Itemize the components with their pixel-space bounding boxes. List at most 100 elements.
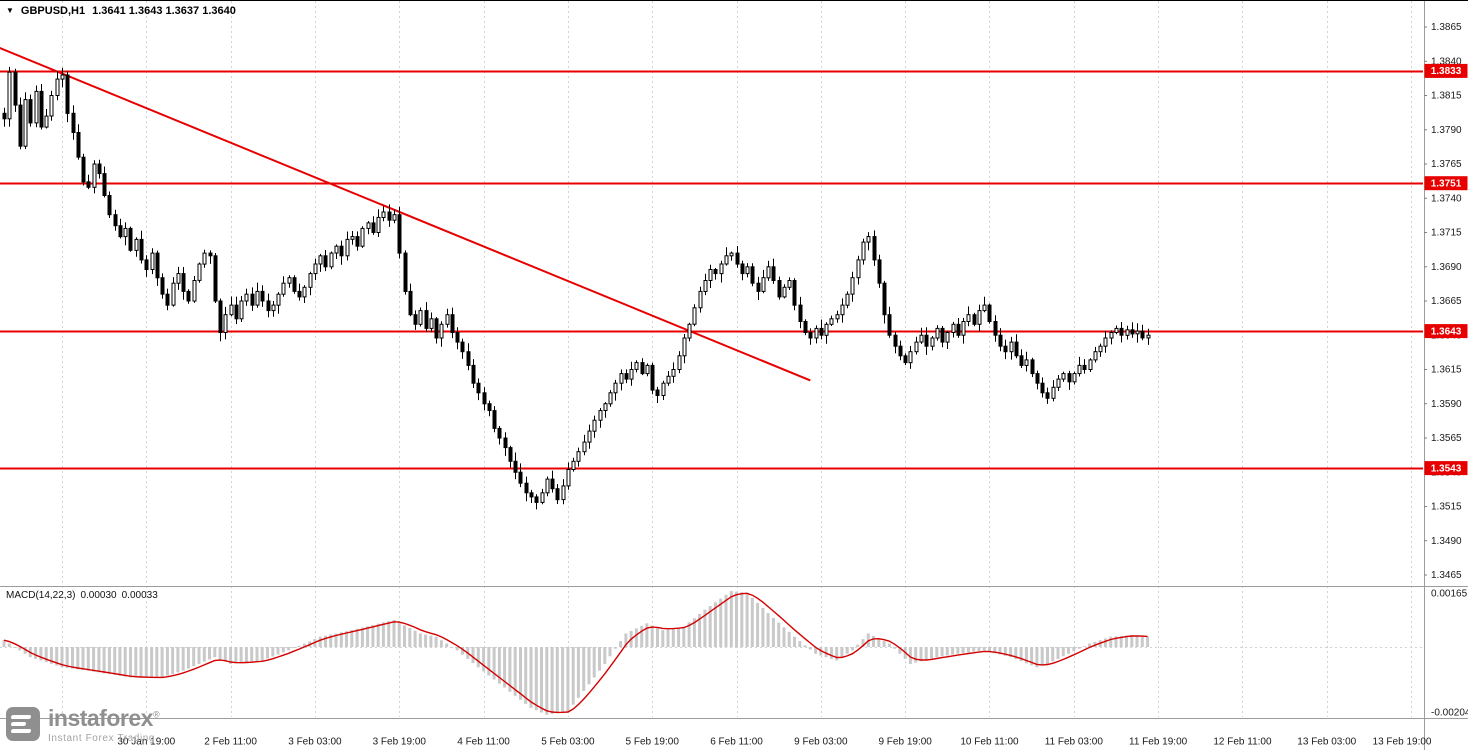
candle-body — [1045, 392, 1050, 399]
candle-body — [824, 323, 829, 336]
candle-body — [292, 277, 297, 292]
candle-body — [935, 327, 940, 339]
macd-bar — [271, 647, 275, 657]
macd-bar — [202, 647, 206, 662]
macd-name: MACD(14,22,3) — [6, 590, 76, 601]
macd-bar — [7, 643, 11, 647]
macd-bar — [18, 647, 22, 651]
candle-body — [181, 273, 186, 292]
candle-body — [513, 460, 518, 473]
time-axis[interactable]: 30 Jan 19:00 2 Feb 11:00 3 Feb 03:00 3 Feb … — [117, 737, 1432, 748]
macd-bar — [692, 618, 696, 647]
candle-body — [713, 269, 718, 275]
macd-bar — [745, 592, 749, 647]
candle-body — [55, 78, 60, 96]
macd-bar — [371, 625, 375, 647]
macd-bar — [329, 634, 333, 647]
macd-bar — [118, 647, 122, 676]
candle-body — [334, 245, 339, 254]
macd-bar — [223, 647, 227, 662]
time-tick-label: 9 Feb 19:00 — [878, 737, 932, 748]
macd-bar — [508, 647, 512, 692]
macd-bar — [566, 647, 570, 712]
candle-body — [698, 290, 703, 309]
instaforex-watermark-text: instaforex® Instant Forex Trading — [48, 707, 160, 745]
candle-body — [123, 227, 128, 238]
macd-bar — [334, 633, 338, 647]
macd-bar — [381, 622, 385, 647]
macd-bar — [787, 632, 791, 647]
price-tick-label: 1.3615 — [1431, 365, 1462, 376]
candle-body — [287, 277, 292, 284]
candle-body — [208, 252, 213, 257]
candle-body — [940, 327, 945, 343]
macd-bar — [861, 639, 865, 647]
candle-body — [403, 252, 408, 293]
macd-bar — [482, 647, 486, 672]
macd-bar — [1009, 647, 1013, 658]
macd-bar — [49, 647, 53, 664]
macd-bar — [956, 647, 960, 654]
descending-trendline[interactable] — [0, 47, 811, 382]
candle-body — [150, 252, 155, 271]
time-tick-label: 3 Feb 19:00 — [373, 737, 427, 748]
macd-bar — [1046, 647, 1049, 664]
time-tick-label: 12 Feb 11:00 — [1213, 737, 1272, 748]
chart-dropdown-icon[interactable]: ▼ — [6, 6, 14, 15]
candle-body — [566, 469, 571, 487]
macd-main-value: 0.00030 — [80, 590, 117, 601]
price-axis[interactable]: 1.3865 1.3840 1.3815 1.3790 1.3765 1.3740 1.37… — [1424, 22, 1468, 719]
support-resistance-lines[interactable] — [0, 70, 1423, 470]
macd-bar — [919, 647, 923, 662]
macd-bar — [1077, 647, 1081, 649]
macd-bar — [34, 647, 38, 659]
candle-body — [735, 252, 740, 265]
macd-bar — [656, 627, 659, 647]
candle-body — [951, 323, 956, 333]
macd-bar — [1103, 638, 1107, 647]
candle-body — [687, 323, 692, 339]
candle-body — [893, 334, 898, 347]
macd-bar — [719, 598, 723, 647]
candle-body — [429, 318, 434, 329]
candle-body — [882, 282, 887, 316]
candle-body — [23, 99, 28, 147]
candle-body — [861, 241, 866, 261]
candle-body — [703, 280, 708, 292]
macd-bar — [640, 625, 644, 647]
time-tick-label: 11 Feb 19:00 — [1129, 737, 1188, 748]
candle-body — [982, 304, 987, 312]
macd-bar — [92, 647, 96, 672]
candle-body — [624, 373, 629, 380]
candle-body — [229, 304, 234, 316]
macd-bar — [160, 647, 164, 678]
candlesticks — [2, 66, 1151, 510]
candle-body — [998, 334, 1003, 347]
candle-body — [835, 314, 840, 320]
macd-bar — [945, 647, 949, 656]
macd-bar — [645, 623, 649, 647]
macd-bar — [592, 647, 596, 678]
macd-bar — [729, 591, 733, 647]
candle-body — [782, 286, 787, 298]
candle-body — [972, 314, 977, 325]
macd-bar — [603, 647, 607, 664]
candle-body — [1003, 345, 1008, 353]
macd-bar — [872, 636, 875, 647]
macd-bar — [403, 625, 406, 647]
price-tick-label: 1.3465 — [1431, 570, 1462, 581]
candle-body — [345, 238, 350, 257]
macd-bar — [155, 647, 159, 678]
macd-bar — [113, 647, 117, 675]
price-tick-label: 1.3765 — [1431, 159, 1462, 170]
candle-body — [434, 318, 439, 339]
macd-bar — [197, 647, 201, 664]
macd-bar — [23, 647, 27, 654]
candle-body — [503, 437, 508, 449]
candle-body — [192, 280, 197, 302]
candle-body — [1135, 330, 1140, 335]
macd-bar — [829, 647, 833, 659]
macd-bar — [856, 644, 860, 647]
